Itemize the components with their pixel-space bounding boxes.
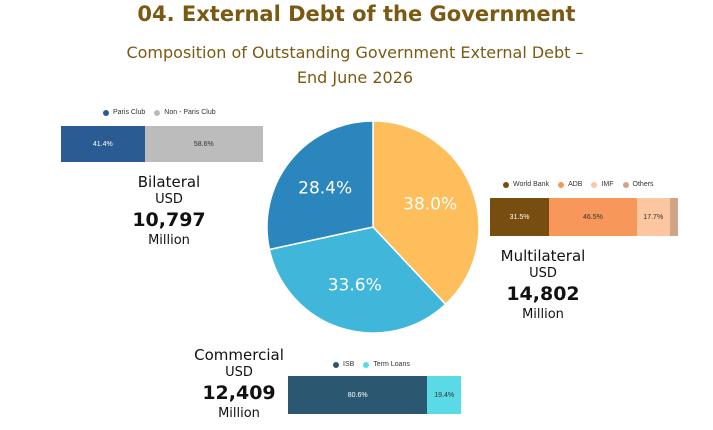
commercial-label: Commercial bbox=[194, 346, 284, 364]
bilateral-bar-segment: 58.6% bbox=[144, 126, 263, 162]
multilateral-unit: Million bbox=[522, 307, 564, 322]
pie-slice-bilateral bbox=[266, 120, 374, 251]
commercial-currency: USD bbox=[225, 365, 253, 380]
circle-dot-icon bbox=[363, 361, 370, 368]
multilateral-label: Multilateral bbox=[500, 247, 586, 265]
bilateral-legend-label: Paris Club bbox=[113, 109, 146, 116]
circle-dot-icon bbox=[558, 181, 565, 188]
commercial-bar: 80.6% 19.4% bbox=[288, 376, 461, 414]
bilateral-legend-label: Non - Paris Club bbox=[164, 109, 216, 116]
subtitle-line-2: End June 2026 bbox=[296, 68, 414, 87]
commercial-legend-label: Term Loans bbox=[373, 361, 410, 368]
commercial-legend: ISB Term Loans bbox=[333, 361, 419, 368]
bilateral-currency: USD bbox=[155, 192, 183, 207]
page-title: 04. External Debt of the Government bbox=[137, 2, 576, 26]
circle-dot-icon bbox=[103, 109, 109, 116]
multilateral-bar: 31.5% 46.5% 17.7% bbox=[490, 198, 678, 236]
chart-subtitle: Composition of Outstanding Government Ex… bbox=[60, 40, 650, 90]
bilateral-legend-item: Non - Paris Club bbox=[154, 109, 216, 116]
pie-label-bilateral: 28.4% bbox=[298, 178, 352, 198]
bilateral-legend-item: Paris Club bbox=[103, 109, 145, 116]
multilateral-currency: USD bbox=[529, 266, 557, 281]
pie-label-commercial: 33.6% bbox=[328, 276, 382, 296]
multilateral-legend-label: World Bank bbox=[513, 181, 550, 188]
multilateral-legend: World Bank ADB IMF Others bbox=[503, 181, 663, 188]
multilateral-legend-item: World Bank bbox=[503, 181, 549, 188]
commercial-amount: 12,409 bbox=[202, 382, 276, 404]
circle-dot-icon bbox=[503, 181, 509, 188]
multilateral-legend-item: ADB bbox=[558, 181, 582, 188]
subtitle-line-1: Composition of Outstanding Government Ex… bbox=[126, 43, 584, 62]
circle-dot-icon bbox=[591, 181, 598, 188]
bilateral-legend: Paris Club Non - Paris Club bbox=[103, 109, 225, 116]
commercial-legend-label: ISB bbox=[343, 361, 355, 368]
circle-dot-icon bbox=[622, 181, 629, 188]
commercial-legend-item: ISB bbox=[333, 361, 354, 368]
multilateral-summary: Multilateral USD 14,802 Million bbox=[493, 247, 593, 323]
commercial-unit: Million bbox=[218, 406, 260, 421]
bilateral-bar: 41.4% 58.6% bbox=[61, 126, 263, 162]
pie-label-multilateral: 38.0% bbox=[403, 194, 457, 214]
circle-dot-icon bbox=[154, 109, 161, 116]
pie-slice-commercial bbox=[268, 226, 447, 334]
multilateral-bar-segment: 46.5% bbox=[549, 198, 637, 236]
bilateral-unit: Million bbox=[148, 233, 190, 248]
multilateral-legend-label: ADB bbox=[568, 181, 583, 188]
pie-slice-multilateral bbox=[372, 120, 480, 306]
multilateral-amount: 14,802 bbox=[506, 283, 580, 305]
multilateral-bar-segment bbox=[669, 198, 678, 236]
bilateral-label: Bilateral bbox=[137, 173, 201, 191]
multilateral-legend-label: IMF bbox=[601, 181, 614, 188]
composition-pie-chart: 38.0% 33.6% 28.4% bbox=[266, 120, 480, 334]
commercial-bar-segment: 80.6% bbox=[288, 376, 428, 414]
multilateral-legend-label: Others bbox=[632, 181, 654, 188]
multilateral-bar-segment: 31.5% bbox=[490, 198, 550, 236]
bilateral-amount: 10,797 bbox=[132, 209, 206, 231]
commercial-summary: Commercial USD 12,409 Million bbox=[189, 346, 289, 422]
multilateral-legend-item: IMF bbox=[591, 181, 614, 188]
multilateral-legend-item: Others bbox=[622, 181, 654, 188]
multilateral-bar-segment: 17.7% bbox=[636, 198, 670, 236]
bilateral-summary: Bilateral USD 10,797 Million bbox=[119, 173, 219, 249]
circle-dot-icon bbox=[333, 361, 339, 368]
commercial-bar-segment: 19.4% bbox=[427, 376, 461, 414]
bilateral-bar-segment: 41.4% bbox=[61, 126, 145, 162]
commercial-legend-item: Term Loans bbox=[363, 361, 410, 368]
